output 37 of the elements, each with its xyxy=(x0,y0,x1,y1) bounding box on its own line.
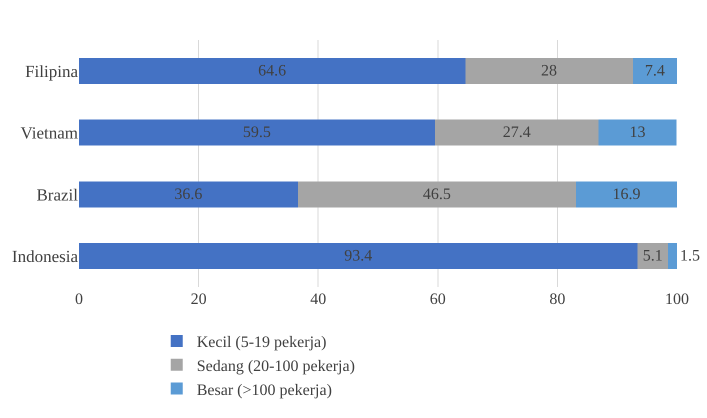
bar xyxy=(79,58,466,84)
x-tick-label: 60 xyxy=(430,291,446,308)
y-tick-label: Brazil xyxy=(36,185,78,204)
y-tick-label: Indonesia xyxy=(12,247,78,266)
bar xyxy=(576,181,677,208)
legend-label: Sedang (20-100 pekerja) xyxy=(196,358,355,375)
data-label: 46.5 xyxy=(422,186,451,203)
bar xyxy=(298,181,576,208)
bar xyxy=(668,243,677,270)
bar xyxy=(632,58,677,84)
bar xyxy=(79,181,298,208)
bar xyxy=(434,120,599,146)
x-tick-label: 40 xyxy=(310,291,326,308)
data-label: 1.5 xyxy=(680,248,700,265)
data-label: 13 xyxy=(630,124,646,142)
data-label: 36.6 xyxy=(174,186,202,203)
bar xyxy=(598,120,676,146)
bar xyxy=(638,243,668,270)
x-tick-label: 0 xyxy=(75,291,83,308)
data-label: 16.9 xyxy=(612,186,640,203)
data-label: 27.4 xyxy=(502,124,531,142)
x-tick-label: 20 xyxy=(190,291,207,308)
data-label: 64.6 xyxy=(258,62,286,80)
y-tick-label: Vietnam xyxy=(20,124,78,143)
bar xyxy=(79,120,435,146)
data-label: 93.4 xyxy=(344,248,372,265)
data-label: 7.4 xyxy=(644,62,665,80)
data-label: 28 xyxy=(541,62,558,80)
bar xyxy=(79,243,638,270)
x-tick-label: 80 xyxy=(549,291,566,308)
x-tick-label: 100 xyxy=(665,291,689,308)
data-label: 59.5 xyxy=(242,124,271,142)
y-tick-label: Filipina xyxy=(25,62,78,81)
data-label: 5.1 xyxy=(642,248,663,265)
bar xyxy=(465,58,633,84)
legend-label: Kecil (5-19 pekerja) xyxy=(196,334,326,352)
legend-label: Besar (>100 pekerja) xyxy=(196,382,332,399)
